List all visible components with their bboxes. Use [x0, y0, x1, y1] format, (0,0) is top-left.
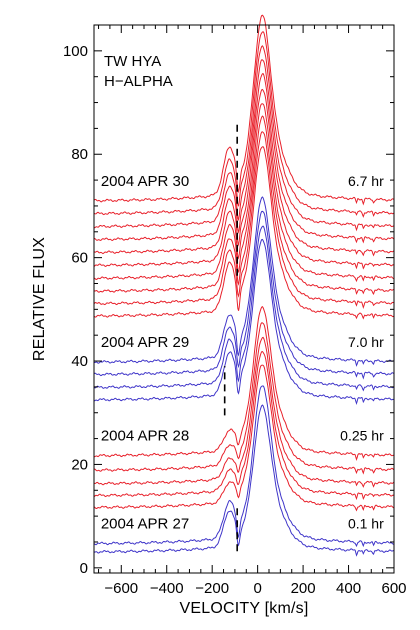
y-tick-label: 80: [71, 146, 88, 163]
series-duration-label: 0.25 hr: [340, 428, 384, 444]
spectrum-line: [93, 225, 395, 392]
spectrum-line: [93, 59, 395, 244]
y-tick-label: 100: [63, 43, 88, 60]
series-duration-label: 0.1 hr: [348, 516, 384, 532]
y-tick-label: 60: [71, 250, 88, 267]
series-group-2004-apr-30: [93, 14, 395, 320]
series-date-label: 2004 APR 29: [101, 334, 189, 351]
ticks-layer: [94, 25, 395, 573]
series-date-label: 2004 APR 28: [101, 428, 189, 445]
annotation-object: TW HYA: [104, 53, 161, 70]
spectrum-line: [93, 103, 395, 283]
spectrum-line: [93, 404, 395, 557]
annotation-line: H−ALPHA: [104, 73, 173, 90]
spectrum-line: [93, 306, 395, 461]
plot-frame: [93, 24, 395, 574]
x-tick-label: −400: [150, 580, 184, 597]
x-tick-label: 400: [336, 580, 361, 597]
spectrum-line: [93, 88, 395, 270]
x-tick-label: 600: [381, 580, 406, 597]
series-group-2004-apr-29: [93, 196, 395, 405]
y-tick-label: 40: [71, 353, 88, 370]
y-tick-label: 0: [80, 560, 88, 577]
spectrum-line: [93, 322, 395, 475]
spectrum-line: [93, 364, 395, 512]
spectrum-line: [93, 238, 395, 405]
x-axis-title: VELOCITY [km/s]: [180, 600, 309, 617]
series-layer: [93, 14, 395, 557]
spectrum-line: [93, 45, 395, 232]
spectrum-line: [93, 210, 395, 380]
x-tick-label: 200: [291, 580, 316, 597]
spectrum-line: [93, 336, 395, 488]
x-tick-label: −600: [104, 580, 138, 597]
spectrum-line: [93, 73, 395, 257]
marker-layer: [223, 123, 238, 552]
spectrum-line: [93, 385, 395, 548]
series-date-label: 2004 APR 30: [101, 173, 189, 190]
series-group-2004-apr-27: [93, 385, 395, 557]
spectrum-line: [93, 196, 395, 367]
series-duration-label: 7.0 hr: [348, 334, 384, 350]
axes-layer: [93, 24, 395, 574]
x-tick-label: −200: [195, 580, 229, 597]
series-duration-label: 6.7 hr: [348, 173, 384, 189]
series-date-label: 2004 APR 27: [101, 516, 189, 533]
x-tick-label: 0: [253, 580, 261, 597]
y-axis-title: RELATIVE FLUX: [31, 237, 48, 361]
spectrum-line: [93, 31, 395, 218]
spectrum-line: [93, 146, 395, 320]
y-tick-label: 20: [71, 456, 88, 473]
spectrum-line: [93, 350, 395, 501]
labels-layer: TW HYA H−ALPHA VELOCITY [km/s] RELATIVE …: [31, 43, 407, 617]
spectrum-line: [93, 115, 395, 295]
spectrum-line: [93, 131, 395, 310]
series-group-2004-apr-28: [93, 306, 395, 512]
spectrum-line: [93, 14, 395, 206]
